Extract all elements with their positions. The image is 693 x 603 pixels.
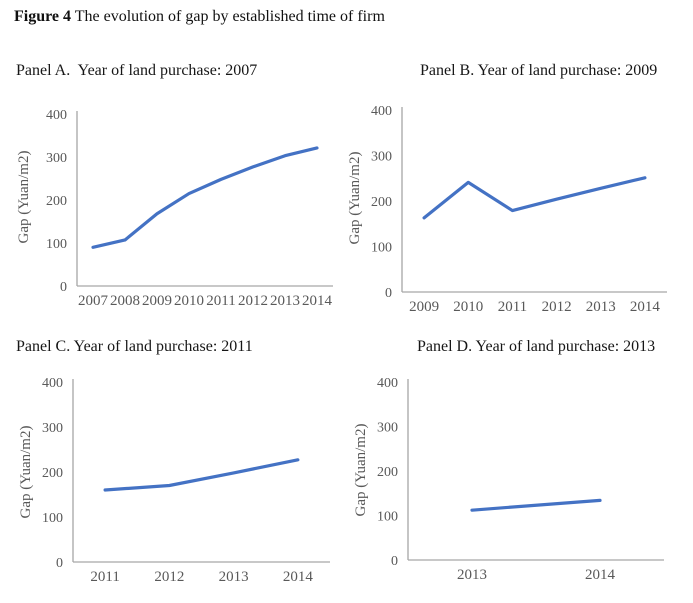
figure-caption-label: Figure 4: [14, 8, 72, 25]
panel-d-chart: 0 100 200 300 400 2013 2014 Gap (Yuan/m2): [353, 376, 664, 583]
series-line: [103, 458, 300, 492]
y-tick-label: 400: [42, 376, 63, 391]
y-tick-label: 0: [60, 280, 67, 295]
y-tick-label: 100: [377, 510, 398, 525]
y-axis-title: Gap (Yuan/m2): [347, 152, 363, 245]
y-tick-label: 200: [377, 465, 398, 480]
x-tick-label: 2013: [219, 569, 249, 585]
panel-b-title: Panel B. Year of land purchase: 2009: [420, 62, 658, 79]
y-axis-title: Gap (Yuan/m2): [18, 426, 34, 519]
series-line: [422, 176, 647, 220]
x-tick-label: 2012: [542, 299, 572, 315]
series-line: [91, 146, 319, 249]
panel-b-chart: 0 100 200 300 400 2009 2010 2011 2012 2013 2014 Gap…: [347, 104, 667, 315]
y-tick-label: 100: [42, 511, 63, 526]
x-tick-label: 2010: [453, 299, 483, 315]
x-tick-label: 2012: [238, 293, 268, 309]
panel-c-chart: 0 100 200 300 400 2011 2012 2013 2014 Gap (Yuan/m…: [18, 376, 330, 585]
y-tick-label: 0: [391, 554, 398, 569]
y-tick-label: 200: [46, 194, 67, 209]
y-tick-label: 300: [42, 421, 63, 436]
x-tick-label: 2009: [142, 293, 172, 309]
x-tick-label: 2008: [110, 293, 140, 309]
y-tick-label: 300: [377, 421, 398, 436]
y-tick-label: 200: [371, 195, 392, 210]
y-axis-title: Gap (Yuan/m2): [353, 424, 369, 517]
x-tick-label: 2011: [498, 299, 527, 315]
x-tick-label: 2012: [154, 569, 184, 585]
x-tick-label: 2009: [409, 299, 439, 315]
figure-caption-text: The evolution of gap by established time…: [71, 8, 385, 25]
y-axis-title: Gap (Yuan/m2): [16, 151, 32, 244]
x-tick-label: 2013: [457, 567, 487, 583]
panel-c-title: Panel C. Year of land purchase: 2011: [16, 338, 253, 355]
y-tick-label: 0: [385, 286, 392, 301]
y-tick-label: 400: [377, 376, 398, 391]
x-tick-label: 2014: [630, 299, 661, 315]
y-tick-label: 300: [46, 151, 67, 166]
x-tick-label: 2007: [78, 293, 109, 309]
y-tick-label: 400: [46, 108, 67, 123]
x-tick-label: 2011: [90, 569, 119, 585]
x-tick-label: 2014: [585, 567, 616, 583]
x-tick-label: 2014: [302, 293, 333, 309]
y-tick-label: 200: [42, 466, 63, 481]
x-tick-label: 2014: [283, 569, 314, 585]
x-tick-label: 2010: [174, 293, 204, 309]
figure-caption: Figure 4 The evolution of gap by establi…: [14, 8, 385, 26]
y-tick-label: 0: [56, 556, 63, 571]
series-line: [470, 498, 602, 512]
y-tick-label: 100: [46, 237, 67, 252]
panel-d-title: Panel D. Year of land purchase: 2013: [417, 338, 656, 355]
y-tick-label: 400: [371, 104, 392, 119]
x-tick-label: 2011: [206, 293, 235, 309]
y-tick-label: 100: [371, 241, 392, 256]
panel-a-title: Panel A. Year of land purchase: 2007: [16, 62, 258, 79]
x-tick-label: 2013: [270, 293, 300, 309]
y-tick-label: 300: [371, 150, 392, 165]
x-tick-label: 2013: [586, 299, 616, 315]
